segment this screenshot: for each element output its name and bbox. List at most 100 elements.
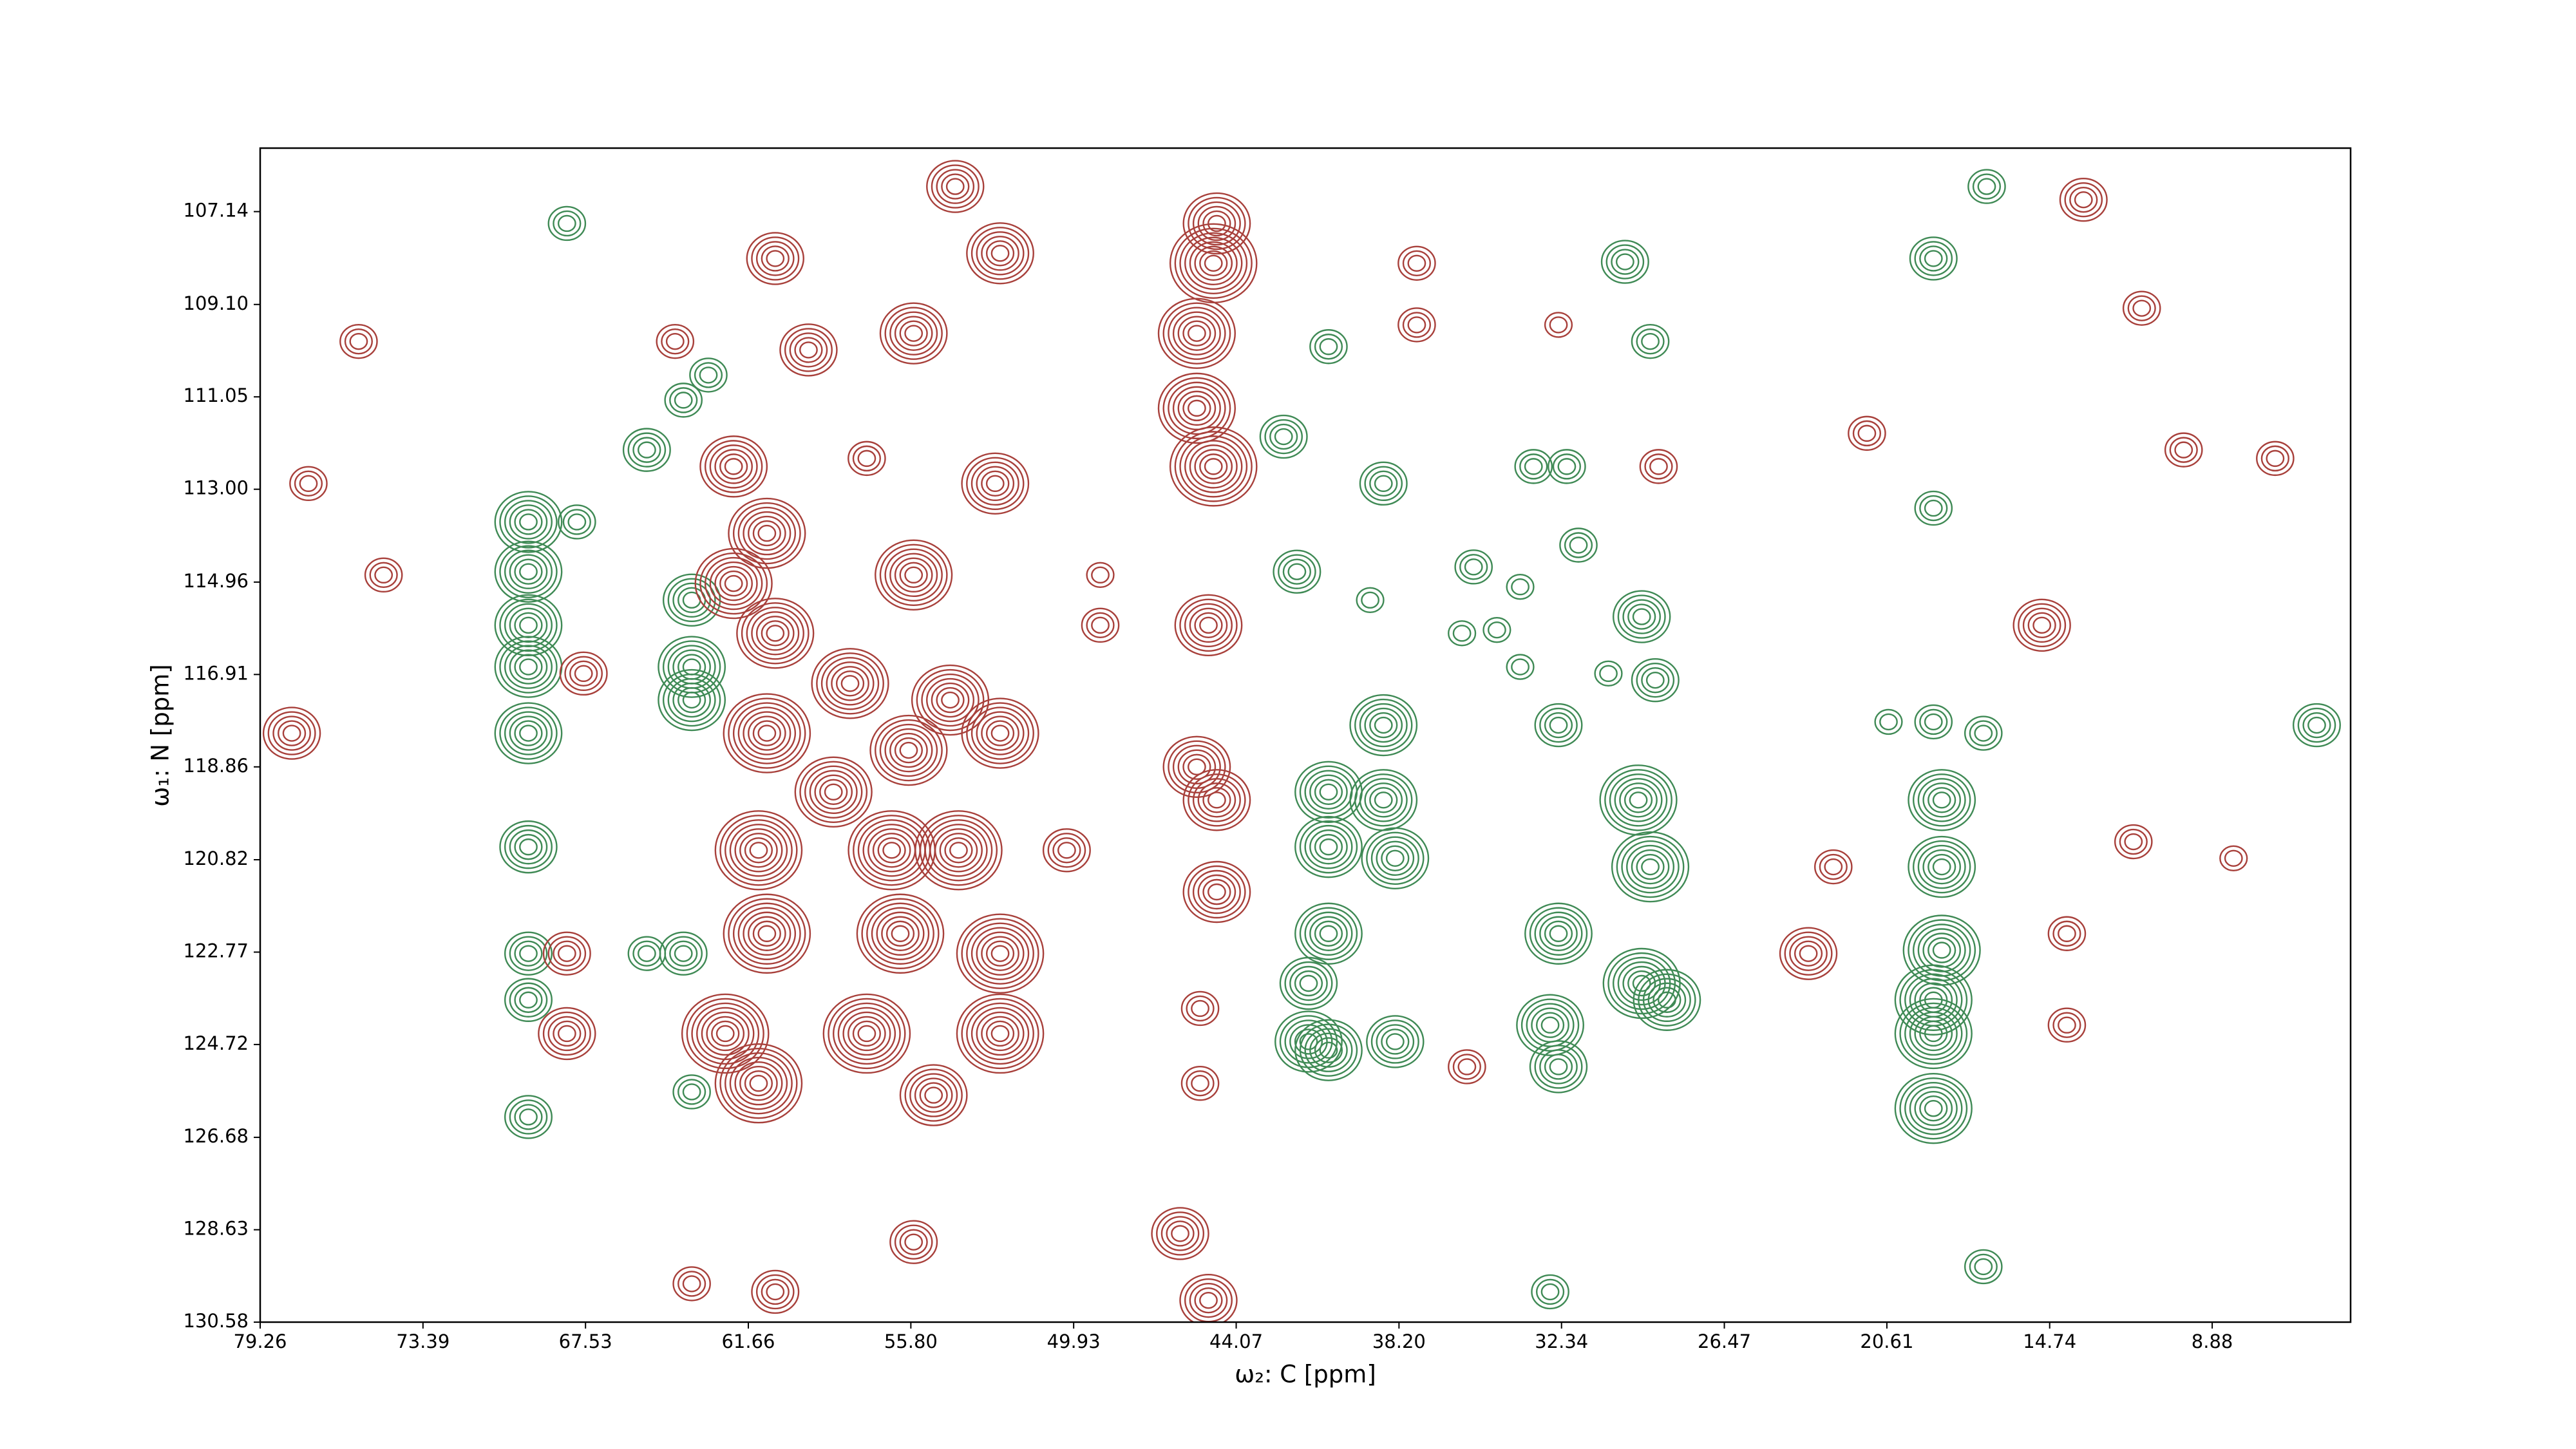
contour-ring <box>724 1052 793 1115</box>
contour-ring <box>514 833 543 860</box>
contour-ring <box>1616 835 1685 898</box>
contour-ring <box>1194 449 1233 484</box>
contour-ring <box>2127 295 2156 321</box>
contour-ring <box>1919 708 1948 735</box>
contour-ring <box>736 598 815 669</box>
contour-ring <box>734 1061 783 1106</box>
contour-ring <box>1184 1278 1233 1322</box>
contour-ring <box>1908 835 1976 898</box>
contour-ring <box>504 549 553 594</box>
contour-ring <box>1314 833 1343 860</box>
contour-ring <box>662 673 721 727</box>
x-tick-label: 79.26 <box>233 1331 287 1352</box>
contour-ring <box>1639 449 1678 484</box>
contour-ring <box>894 557 933 593</box>
contour-ring <box>564 656 603 692</box>
contour-ring <box>1927 787 1956 813</box>
contour-ring <box>1539 707 1578 743</box>
contour-ring <box>1374 791 1393 809</box>
contour-ring <box>985 1020 1015 1047</box>
x-tick-label: 55.80 <box>884 1331 938 1352</box>
contour-ring <box>719 1048 798 1119</box>
contour-ring <box>299 475 318 493</box>
contour-ring <box>1448 1049 1486 1084</box>
plot-frame <box>259 147 2352 1323</box>
contour-ring <box>936 687 965 714</box>
contour-ring <box>1354 773 1413 827</box>
contour-ring <box>941 173 970 200</box>
contour-ring <box>1622 599 1661 634</box>
contour-ring <box>1974 724 1993 742</box>
contour-ring <box>659 931 708 976</box>
contour-ring <box>976 931 1025 976</box>
contour-ring <box>990 245 1010 262</box>
contour-ring <box>719 453 748 480</box>
contour-ring <box>1172 386 1221 431</box>
contour-ring <box>1259 414 1308 459</box>
contour-ring <box>349 332 368 350</box>
contour-ring <box>1629 791 1648 809</box>
contour-ring <box>840 675 860 692</box>
contour-ring <box>519 991 538 1009</box>
contour-ring <box>2022 607 2061 643</box>
contour-ring <box>1457 1058 1477 1075</box>
contour-ring <box>1369 787 1398 813</box>
contour-ring <box>1182 192 1251 255</box>
contour-ring <box>672 582 711 618</box>
contour-ring <box>985 720 1015 746</box>
contour-ring <box>1299 1023 1358 1077</box>
contour-ring <box>877 837 906 864</box>
contour-ring <box>1909 978 1958 1022</box>
contour-ring <box>981 236 1019 271</box>
contour-ring <box>741 602 810 665</box>
contour-ring <box>1557 458 1577 475</box>
contour-ring <box>976 1011 1025 1056</box>
contour-ring <box>828 998 906 1070</box>
contour-ring <box>2266 450 2285 468</box>
contour-ring <box>921 673 980 727</box>
contour-ring <box>1369 712 1398 739</box>
contour-ring <box>567 513 587 531</box>
contour-ring <box>1482 616 1511 643</box>
contour-ring <box>2069 186 2098 213</box>
contour-ring <box>499 598 558 652</box>
contour-ring <box>1192 869 1241 914</box>
contour-ring <box>826 661 875 706</box>
contour-ring <box>866 902 934 965</box>
contour-ring <box>1182 769 1251 831</box>
contour-ring <box>1359 703 1408 748</box>
contour-ring <box>2074 191 2093 209</box>
contour-ring <box>1172 311 1221 355</box>
contour-ring <box>1874 708 1903 735</box>
contour-ring <box>669 387 698 413</box>
contour-ring <box>944 837 973 864</box>
contour-ring <box>662 640 721 694</box>
y-tick-label: 130.58 <box>184 1310 249 1332</box>
contour-ring <box>899 741 918 759</box>
contour-ring <box>499 640 558 694</box>
contour-ring <box>966 457 1025 511</box>
contour-ring <box>1309 916 1348 951</box>
contour-ring <box>706 1016 745 1052</box>
contour-ring <box>1304 911 1353 956</box>
contour-ring <box>1177 390 1217 426</box>
contour-ring <box>1531 1274 1569 1310</box>
contour-ring <box>848 440 886 477</box>
contour-ring <box>1520 998 1580 1052</box>
contour-ring <box>820 657 880 710</box>
contour-ring <box>664 936 703 971</box>
contour-ring <box>1402 312 1432 338</box>
contour-ring <box>2292 703 2341 748</box>
contour-ring <box>1194 1287 1223 1314</box>
contour-ring <box>857 1025 876 1043</box>
contour-ring <box>1909 236 1958 281</box>
contour-ring <box>990 724 1010 742</box>
contour-ring <box>1177 749 1217 784</box>
contour-ring <box>504 824 553 869</box>
contour-ring <box>509 607 548 643</box>
contour-ring <box>1194 245 1233 281</box>
contour-ring <box>966 922 1034 985</box>
contour-ring <box>1179 1273 1238 1322</box>
contour-ring <box>1852 420 1882 447</box>
contour-ring <box>1487 621 1506 639</box>
